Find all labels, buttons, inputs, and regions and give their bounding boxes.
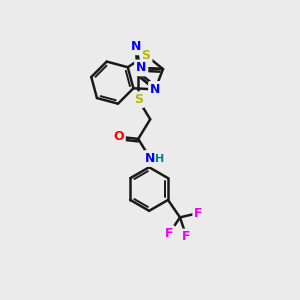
Text: S: S <box>134 93 143 106</box>
Text: O: O <box>113 130 124 143</box>
Text: N: N <box>136 61 146 74</box>
Text: S: S <box>142 49 151 62</box>
Text: N: N <box>145 152 155 165</box>
Text: F: F <box>182 230 191 244</box>
Text: H: H <box>154 154 164 164</box>
Text: F: F <box>194 206 203 220</box>
Text: N: N <box>150 83 160 96</box>
Text: N: N <box>130 40 141 53</box>
Text: F: F <box>165 227 173 240</box>
